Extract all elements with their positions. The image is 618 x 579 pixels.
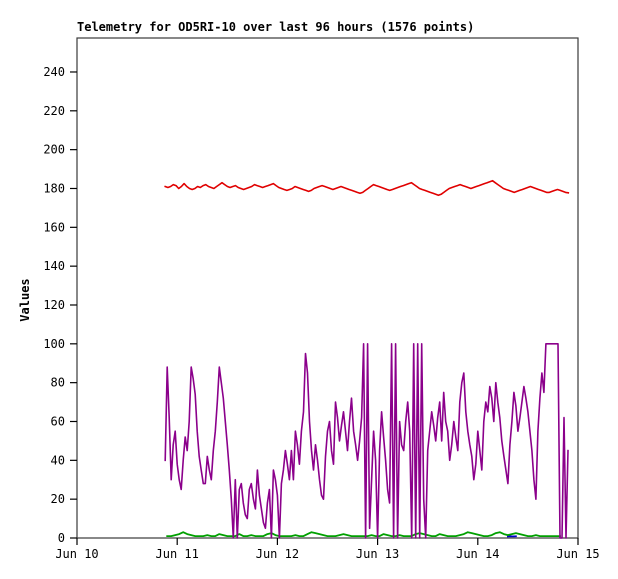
y-tick-label: 80 bbox=[51, 376, 65, 390]
y-tick-label: 0 bbox=[58, 531, 65, 545]
x-tick-label: Jun 14 bbox=[456, 547, 499, 561]
y-tick-label: 140 bbox=[43, 259, 65, 273]
series-line-channel-red bbox=[164, 179, 570, 197]
y-tick-label: 120 bbox=[43, 298, 65, 312]
series-line-channel-green bbox=[166, 531, 561, 537]
x-tick-label: Jun 15 bbox=[556, 547, 599, 561]
y-tick-label: 180 bbox=[43, 181, 65, 195]
y-tick-label: 100 bbox=[43, 337, 65, 351]
y-tick-label: 20 bbox=[51, 492, 65, 506]
x-tick-label: Jun 10 bbox=[55, 547, 98, 561]
chart-title: Telemetry for OD5RI-10 over last 96 hour… bbox=[77, 20, 474, 34]
x-tick-label: Jun 13 bbox=[356, 547, 399, 561]
y-tick-label: 240 bbox=[43, 65, 65, 79]
y-tick-label: 220 bbox=[43, 104, 65, 118]
y-tick-label: 40 bbox=[51, 453, 65, 467]
y-axis-label: Values bbox=[18, 278, 32, 321]
y-tick-label: 60 bbox=[51, 414, 65, 428]
y-tick-label: 200 bbox=[43, 143, 65, 157]
plot-border bbox=[76, 37, 579, 539]
series-line-channel-purple bbox=[164, 342, 569, 539]
x-tick-label: Jun 11 bbox=[156, 547, 199, 561]
y-tick-label: 160 bbox=[43, 220, 65, 234]
x-tick-label: Jun 12 bbox=[256, 547, 299, 561]
